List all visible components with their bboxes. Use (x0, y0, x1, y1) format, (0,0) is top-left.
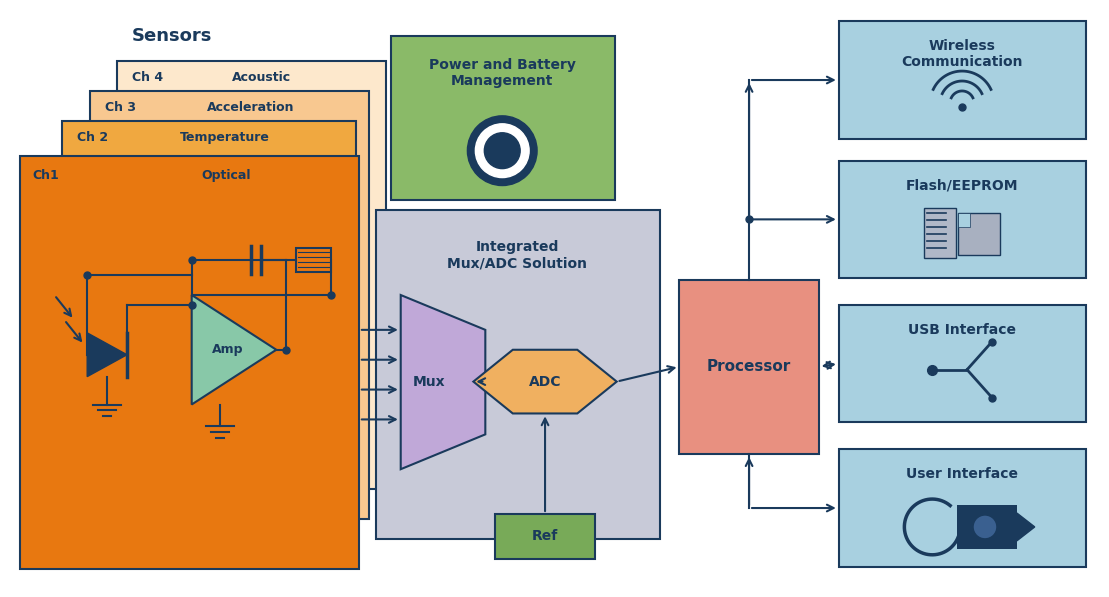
Bar (390, 36, 614, 201)
Text: Flash/EEPROM: Flash/EEPROM (906, 179, 1018, 193)
Bar (680, 280, 818, 454)
Bar (296, 248, 332, 272)
Text: Sensors: Sensors (132, 27, 212, 45)
Text: Ch 2: Ch 2 (78, 131, 109, 144)
Bar (62, 121, 356, 549)
Circle shape (973, 515, 997, 539)
Bar (838, 21, 1086, 139)
Text: Ref: Ref (532, 529, 558, 543)
Bar (957, 505, 1017, 549)
Circle shape (476, 124, 529, 177)
Text: Ch 4: Ch 4 (132, 71, 163, 84)
Bar (924, 208, 956, 258)
Polygon shape (192, 295, 276, 405)
Text: Optical: Optical (202, 168, 251, 181)
Bar (20, 156, 359, 569)
Text: Acoustic: Acoustic (232, 71, 291, 84)
Text: USB Interface: USB Interface (908, 323, 1016, 337)
Bar (838, 305, 1086, 423)
Circle shape (485, 133, 520, 168)
Bar (838, 450, 1086, 567)
Text: Temperature: Temperature (180, 131, 269, 144)
Text: Acceleration: Acceleration (206, 101, 294, 114)
Bar (118, 61, 386, 489)
Text: Ch1: Ch1 (32, 168, 59, 181)
Polygon shape (88, 333, 128, 377)
Text: Integrated
Mux/ADC Solution: Integrated Mux/ADC Solution (447, 240, 587, 270)
Text: Mux: Mux (413, 374, 445, 389)
Polygon shape (1017, 513, 1035, 541)
Text: Power and Battery
Management: Power and Battery Management (429, 58, 576, 88)
Text: Processor: Processor (706, 359, 791, 374)
Bar (838, 161, 1086, 278)
Polygon shape (474, 350, 617, 414)
Text: Ch 3: Ch 3 (105, 101, 136, 114)
Bar (496, 514, 594, 559)
Bar (958, 213, 1000, 255)
Bar (958, 213, 970, 227)
Text: ADC: ADC (529, 374, 561, 389)
Bar (90, 91, 369, 519)
Text: Wireless
Communication: Wireless Communication (902, 39, 1022, 69)
Circle shape (467, 116, 537, 186)
Polygon shape (400, 295, 486, 469)
Text: User Interface: User Interface (906, 467, 1018, 481)
Bar (376, 210, 660, 539)
Text: Amp: Amp (212, 343, 243, 356)
